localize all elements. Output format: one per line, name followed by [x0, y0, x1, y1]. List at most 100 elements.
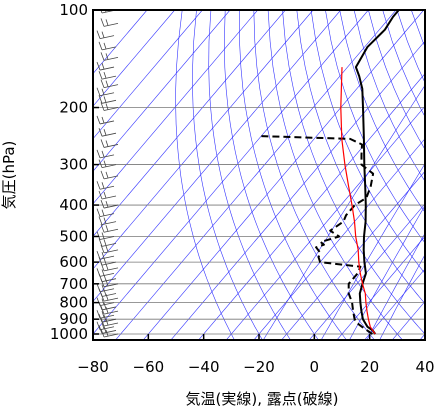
y-tick-label: 400 — [59, 196, 88, 214]
wind-barb — [100, 292, 119, 302]
y-tick-label: 500 — [59, 227, 88, 245]
dry-adiabat-line — [175, 10, 235, 340]
wind-barb — [96, 297, 115, 306]
isotherm-line — [93, 10, 175, 107]
wind-barb — [100, 102, 119, 111]
dry-adiabat-line — [353, 10, 425, 182]
x-axis-ticks: −80 −60 −40 −20 0 20 40 — [77, 334, 435, 376]
dry-adiabat-line — [396, 10, 425, 84]
isotherm-line — [115, 10, 397, 340]
isotherm-line — [170, 40, 425, 340]
wind-barb — [96, 250, 115, 260]
isotherm-line — [93, 10, 231, 172]
dry-adiabat-line — [267, 10, 403, 340]
wind-barb — [98, 288, 117, 297]
dry-adiabat-line — [310, 10, 425, 274]
wind-barbs — [96, 10, 119, 338]
wind-barb — [98, 95, 117, 104]
mixing-ratio-line — [379, 254, 425, 340]
wind-barb — [96, 181, 115, 190]
isotherm-line — [336, 235, 425, 340]
y-tick-label: 600 — [59, 253, 88, 271]
wind-barb — [98, 41, 117, 51]
mixing-ratio-line — [262, 84, 425, 340]
wind-barb — [100, 224, 119, 233]
x-tick-label: −60 — [133, 358, 165, 376]
wind-barb — [98, 301, 117, 311]
wind-barb — [100, 170, 119, 180]
wind-barb — [100, 244, 119, 254]
dry-adiabat-line — [253, 10, 375, 340]
plot-frame — [92, 9, 426, 341]
wind-barb — [96, 321, 115, 331]
wind-barb — [96, 149, 115, 159]
wind-barb — [96, 310, 115, 319]
y-tick-label: 900 — [59, 310, 88, 328]
isotherm-line — [391, 300, 425, 340]
isobar-gridlines — [93, 10, 425, 335]
x-tick-label: 0 — [310, 358, 320, 376]
x-tick-label: −40 — [188, 358, 220, 376]
wind-barb — [96, 30, 115, 40]
wind-barb — [96, 87, 115, 97]
y-tick-label: 100 — [59, 1, 88, 19]
background-lines — [93, 10, 435, 341]
isotherm-line — [93, 10, 258, 205]
mixing-ratio-line — [366, 232, 425, 340]
wind-barb — [100, 18, 119, 27]
temperature-line — [354, 10, 400, 335]
wind-barb — [98, 70, 117, 80]
isotherm-line — [93, 10, 341, 302]
wind-barb — [100, 79, 119, 89]
wind-barb — [96, 115, 115, 125]
wind-barb — [100, 199, 119, 209]
x-tick-label: 40 — [415, 358, 434, 376]
parcel-line — [340, 67, 376, 335]
y-tick-label: 1000 — [50, 325, 88, 343]
mixing-ratio-line — [320, 163, 425, 340]
dry-adiabat-line — [325, 10, 425, 244]
dry-adiabat-line — [339, 10, 425, 213]
wind-barb — [96, 61, 115, 71]
wind-barb — [98, 238, 117, 247]
mixing-ratio-line — [349, 205, 425, 340]
wind-barb — [100, 139, 119, 148]
x-axis-title: 気温(実線), 露点(破線) — [186, 390, 339, 408]
isotherm-line — [198, 73, 425, 340]
wind-barb — [98, 216, 117, 226]
wind-barb — [96, 208, 115, 217]
isotherm-line — [225, 105, 425, 340]
wind-barb — [100, 52, 119, 61]
y-axis-title: 気圧(hPa) — [0, 141, 18, 210]
isotherm-line — [93, 10, 286, 237]
data-series — [261, 10, 400, 335]
isotherm-line — [142, 10, 424, 340]
dry-adiabat-line — [208, 10, 291, 340]
isotherm-line — [93, 10, 369, 335]
dry-adiabat-line — [223, 10, 319, 340]
wind-barb — [100, 262, 119, 272]
dry-adiabat-line — [368, 10, 425, 150]
isotherm-line — [308, 203, 425, 340]
wind-barb — [98, 159, 117, 168]
wind-barb — [98, 190, 117, 200]
dry-adiabat-line — [192, 10, 263, 340]
y-tick-label: 700 — [59, 275, 88, 293]
x-tick-label: −20 — [243, 358, 275, 376]
y-tick-label: 800 — [59, 294, 88, 312]
dry-adiabat-line — [426, 10, 435, 341]
isotherm-line — [93, 10, 148, 75]
wind-barb — [96, 268, 115, 277]
y-tick-label: 200 — [59, 99, 88, 117]
isotherm-line — [364, 268, 425, 340]
wind-barb — [98, 128, 117, 137]
dry-adiabat-line — [239, 10, 347, 340]
x-tick-label: 20 — [360, 358, 379, 376]
isotherm-line — [253, 138, 425, 340]
x-tick-label: −80 — [77, 358, 109, 376]
wind-barb — [98, 256, 117, 266]
isotherm-line — [93, 10, 314, 270]
dry-adiabat-line — [296, 10, 425, 305]
